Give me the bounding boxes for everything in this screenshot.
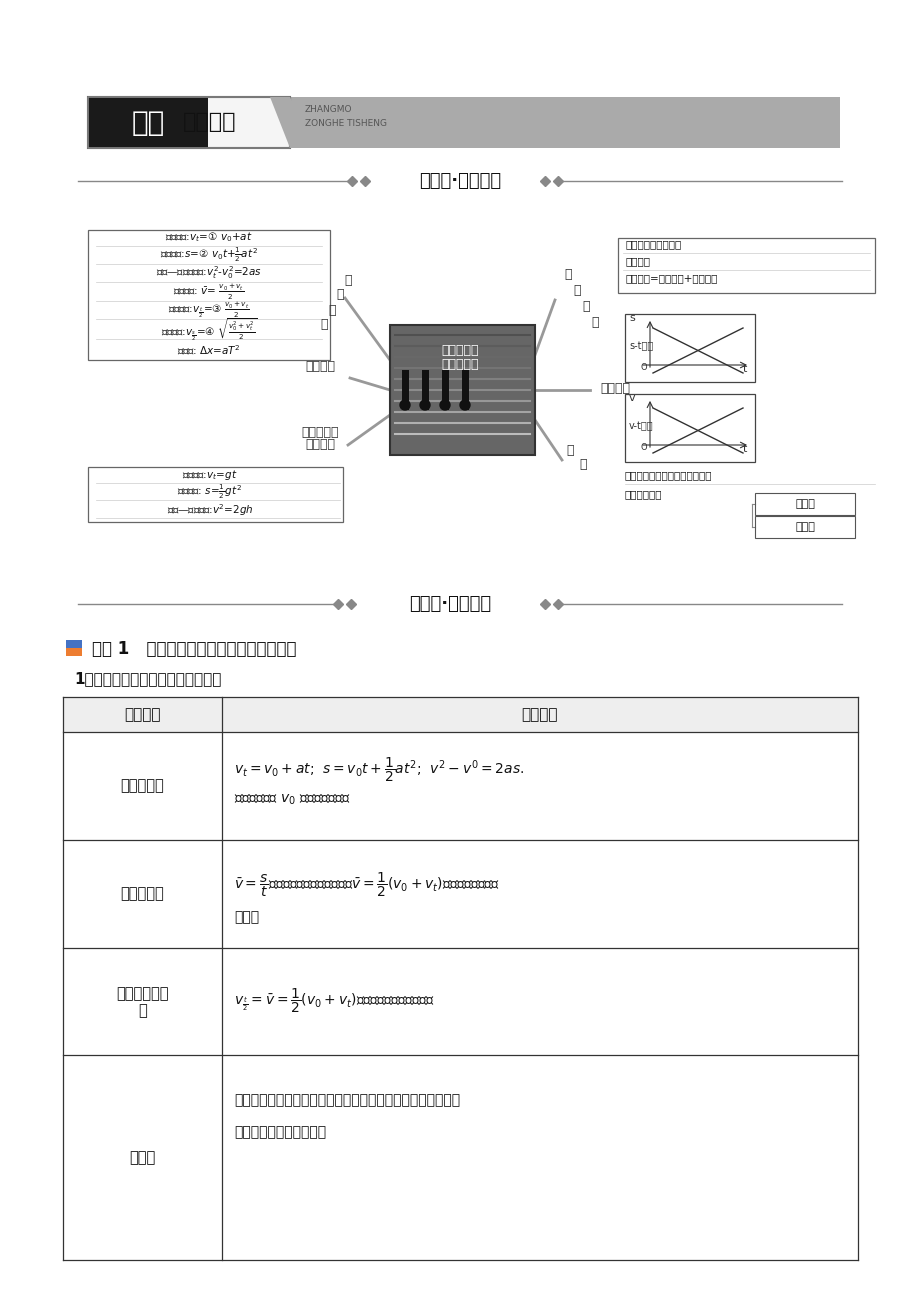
Text: $v_t=v_0+at$;  $s=v_0t+\dfrac{1}{2}at^2$;  $v^2-v^0=2as.$: $v_t=v_0+at$; $s=v_0t+\dfrac{1}{2}at^2$;… (233, 756, 524, 784)
Bar (66, 648, 82, 656)
Text: 运动的研究: 运动的研究 (441, 345, 478, 358)
Text: 位移差: $\Delta x$=$aT^2$: 位移差: $\Delta x$=$aT^2$ (176, 344, 241, 357)
Text: O: O (640, 363, 646, 372)
Text: 平均速度法: 平均速度法 (120, 887, 165, 901)
Bar (66, 641, 82, 656)
Text: 探究小车速度随时间变化的规律: 探究小车速度随时间变化的规律 (624, 470, 711, 480)
Text: 逐差法: 逐差法 (794, 522, 814, 533)
Text: 速度公式:$v_t$=① $v_0$+$at$: 速度公式:$v_t$=① $v_0$+$at$ (165, 230, 253, 243)
Bar (422, 370, 428, 410)
Text: 本: 本 (335, 289, 344, 302)
Text: 位移—速度公式:$v^2$=2$gh$: 位移—速度公式:$v^2$=2$gh$ (166, 503, 253, 518)
Text: 综合提升: 综合提升 (183, 112, 236, 133)
Text: O: O (640, 444, 646, 453)
Bar (62, 697, 857, 1260)
Text: 主题 1   匀变速直线运动规律的理解与应用: 主题 1 匀变速直线运动规律的理解与应用 (92, 641, 296, 658)
Bar (88, 230, 330, 359)
Text: 公: 公 (328, 303, 335, 316)
Circle shape (400, 400, 410, 410)
Text: 中间时刻速度: 中间时刻速度 (116, 986, 168, 1001)
Text: 行: 行 (582, 299, 589, 312)
Text: ZONGHE TISHENG: ZONGHE TISHENG (305, 120, 387, 129)
Text: t: t (742, 365, 746, 374)
Text: 刹车距离: 刹车距离 (625, 256, 651, 266)
Bar (62, 697, 857, 732)
Circle shape (460, 400, 470, 410)
Text: 法: 法 (138, 1003, 147, 1018)
Text: 常用方法: 常用方法 (124, 707, 161, 723)
Text: 基: 基 (344, 273, 351, 286)
Text: 中间时刻:$v_{\frac{t}{2}}$=③ $\frac{v_0+v_t}{2}$: 中间时刻:$v_{\frac{t}{2}}$=③ $\frac{v_0+v_t}… (168, 301, 249, 320)
Text: 提升层·题型探究: 提升层·题型探究 (408, 595, 491, 613)
Bar (88, 98, 839, 148)
Text: 章末: 章末 (131, 108, 165, 137)
Text: 几个推论: 几个推论 (305, 361, 335, 374)
Text: 式: 式 (320, 319, 327, 332)
Bar (461, 370, 469, 410)
Text: 验: 验 (579, 457, 586, 470)
Text: s: s (629, 312, 634, 323)
Text: v: v (629, 393, 635, 404)
Text: t: t (742, 444, 746, 454)
Text: 位移公式: $s$=$\frac{1}{2}gt^2$: 位移公式: $s$=$\frac{1}{2}gt^2$ (177, 483, 243, 501)
Text: 位移公式:$s$=② $v_0t$+$\frac{1}{2}at^2$: 位移公式:$s$=② $v_0t$+$\frac{1}{2}at^2$ (160, 246, 257, 264)
Circle shape (420, 400, 429, 410)
Bar (624, 395, 754, 462)
Text: 巩固层·知识整合: 巩固层·知识整合 (418, 172, 501, 190)
Text: $\bar{v}=\dfrac{s}{t}$对任何直线运动都适用，而$\bar{v}=\dfrac{1}{2}(v_0+v_t)$只适用于匀变速直: $\bar{v}=\dfrac{s}{t}$对任何直线运动都适用，而$\bar{… (233, 871, 500, 900)
Bar (754, 493, 854, 516)
Text: 对于初速度为零的匀加速直线运动与末速度为零的匀减速直线: 对于初速度为零的匀加速直线运动与末速度为零的匀减速直线 (233, 1092, 460, 1107)
Bar (402, 370, 409, 410)
Bar (88, 98, 289, 148)
Bar (390, 326, 535, 454)
Text: 位移—速度关系式:$v_t^2$-$v_0^2$=2$as$: 位移—速度关系式:$v_t^2$-$v_0^2$=2$as$ (156, 264, 262, 281)
Bar (88, 467, 343, 522)
Text: 安: 安 (563, 267, 571, 280)
Bar (88, 98, 289, 148)
Text: 规律特点: 规律特点 (521, 707, 558, 723)
Text: 1．匀变速直线运动的常用解题方法: 1．匀变速直线运动的常用解题方法 (74, 672, 221, 686)
Text: 数据处理方法: 数据处理方法 (624, 490, 662, 499)
Text: 线运动: 线运动 (233, 910, 259, 924)
Text: v-t图像: v-t图像 (629, 421, 652, 431)
Text: s-t图像: s-t图像 (629, 341, 652, 352)
Polygon shape (269, 98, 314, 148)
Text: 一般公式法: 一般公式法 (120, 779, 165, 793)
Bar (618, 238, 874, 293)
Text: 停车距离=反应距离+刹车距离: 停车距离=反应距离+刹车距离 (625, 273, 718, 283)
Text: 驶: 驶 (591, 315, 598, 328)
Bar (754, 516, 854, 538)
Text: $v_{\frac{t}{2}}=\bar{v}=\dfrac{1}{2}(v_0+v_t)$，适用于匀变速直线运动: $v_{\frac{t}{2}}=\bar{v}=\dfrac{1}{2}(v_… (233, 987, 435, 1016)
Text: 动的规律: 动的规律 (305, 439, 335, 452)
Circle shape (439, 400, 449, 410)
Bar (88, 98, 208, 148)
Bar (624, 314, 754, 381)
Text: 反应时间、反应距离: 反应时间、反应距离 (625, 240, 682, 249)
Text: 速度公式:$v_t$=$gt$: 速度公式:$v_t$=$gt$ (182, 467, 237, 482)
Text: 中间位移:$v_{\frac{s}{2}}$=④ $\sqrt{\frac{v_0^2+v_t^2}{2}}$: 中间位移:$v_{\frac{s}{2}}$=④ $\sqrt{\frac{v_… (161, 316, 257, 344)
Text: 两类图像: 两类图像 (599, 381, 630, 395)
Text: 自由落体运: 自由落体运 (301, 426, 338, 439)
Text: 比例法: 比例法 (130, 1150, 155, 1165)
Text: 运动，可利用比例法解题: 运动，可利用比例法解题 (233, 1125, 325, 1139)
Text: 实: 实 (565, 444, 573, 457)
Text: ZHANGMO: ZHANGMO (305, 105, 352, 115)
Text: 匀变速直线: 匀变速直线 (441, 358, 478, 371)
Text: 全: 全 (573, 284, 580, 297)
Text: 图像法: 图像法 (794, 499, 814, 509)
Bar (441, 370, 448, 410)
Text: 平均速度: $\bar{v}$= $\frac{v_0+v_t}{2}$: 平均速度: $\bar{v}$= $\frac{v_0+v_t}{2}$ (174, 283, 244, 302)
Text: 使用时一般取 $v_0$ 的方向为正方向: 使用时一般取 $v_0$ 的方向为正方向 (233, 793, 350, 807)
